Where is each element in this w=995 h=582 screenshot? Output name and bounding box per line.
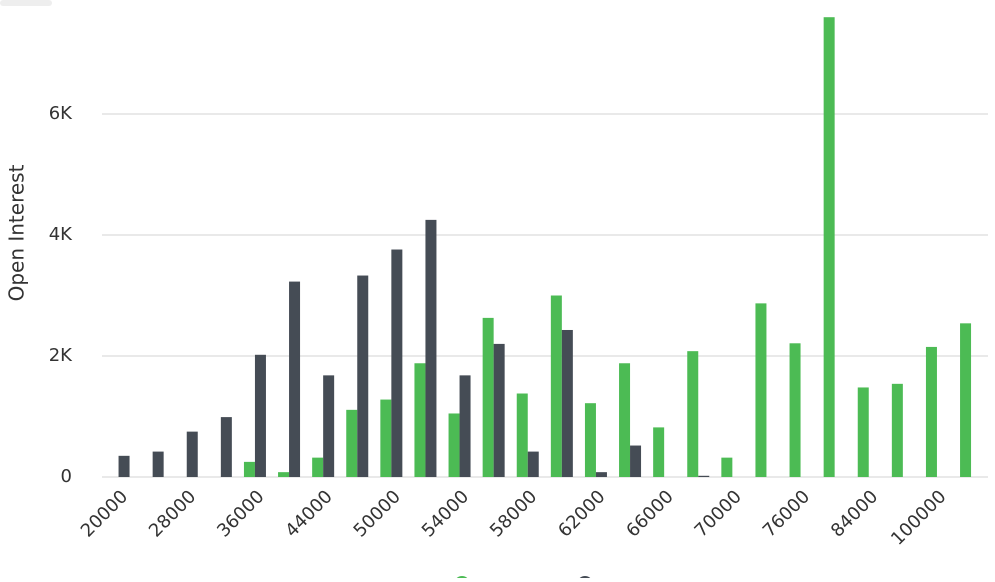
bar xyxy=(698,475,710,477)
bar xyxy=(448,413,460,477)
bar xyxy=(346,409,358,477)
bar xyxy=(721,457,733,477)
bar xyxy=(925,346,937,477)
bar xyxy=(482,317,494,477)
bar xyxy=(857,387,869,477)
x-tick-label: 28000 xyxy=(145,486,200,541)
bar xyxy=(186,431,198,477)
bar xyxy=(891,383,903,477)
bar xyxy=(630,445,642,477)
bar xyxy=(595,472,607,477)
bar xyxy=(414,363,426,477)
bar xyxy=(516,393,528,477)
bar xyxy=(960,323,972,477)
bar xyxy=(493,343,505,477)
bar xyxy=(243,461,255,477)
bar xyxy=(823,17,835,477)
x-tick-label: 54000 xyxy=(418,486,473,541)
bar xyxy=(527,451,539,477)
x-tick-label: 50000 xyxy=(350,486,405,541)
bar xyxy=(152,451,164,477)
y-tick-label: 0 xyxy=(61,466,72,487)
x-tick-label: 58000 xyxy=(486,486,541,541)
x-tick-label: 20000 xyxy=(77,486,132,541)
bar xyxy=(459,375,471,477)
x-tick-label: 44000 xyxy=(281,486,336,541)
bar xyxy=(118,455,130,477)
bar xyxy=(755,303,767,477)
x-tick-label: 100000 xyxy=(887,486,950,549)
y-tick-label: 2K xyxy=(49,345,73,366)
x-tick-label: 84000 xyxy=(827,486,882,541)
bar xyxy=(312,457,324,477)
bar xyxy=(425,219,437,477)
bar xyxy=(550,295,562,477)
bar xyxy=(789,343,801,477)
bar xyxy=(380,399,392,477)
bar xyxy=(653,427,665,477)
bar xyxy=(278,472,290,477)
x-tick-label: 36000 xyxy=(213,486,268,541)
x-tick-label: 76000 xyxy=(759,486,814,541)
x-tick-label: 62000 xyxy=(554,486,609,541)
bar xyxy=(323,375,335,477)
x-tick-label: 70000 xyxy=(691,486,746,541)
bar xyxy=(619,363,631,477)
bar xyxy=(584,403,596,477)
x-tick-label: 66000 xyxy=(622,486,677,541)
bar xyxy=(220,417,232,477)
bar xyxy=(561,329,573,477)
y-tick-label: 4K xyxy=(49,224,73,245)
y-axis-label: Open Interest xyxy=(5,164,29,301)
bar xyxy=(254,354,266,477)
bar xyxy=(687,351,699,477)
bar xyxy=(289,281,301,477)
toolbar-edge xyxy=(0,0,52,6)
y-tick-label: 6K xyxy=(49,103,73,124)
bar xyxy=(357,275,369,477)
bar xyxy=(391,249,403,477)
